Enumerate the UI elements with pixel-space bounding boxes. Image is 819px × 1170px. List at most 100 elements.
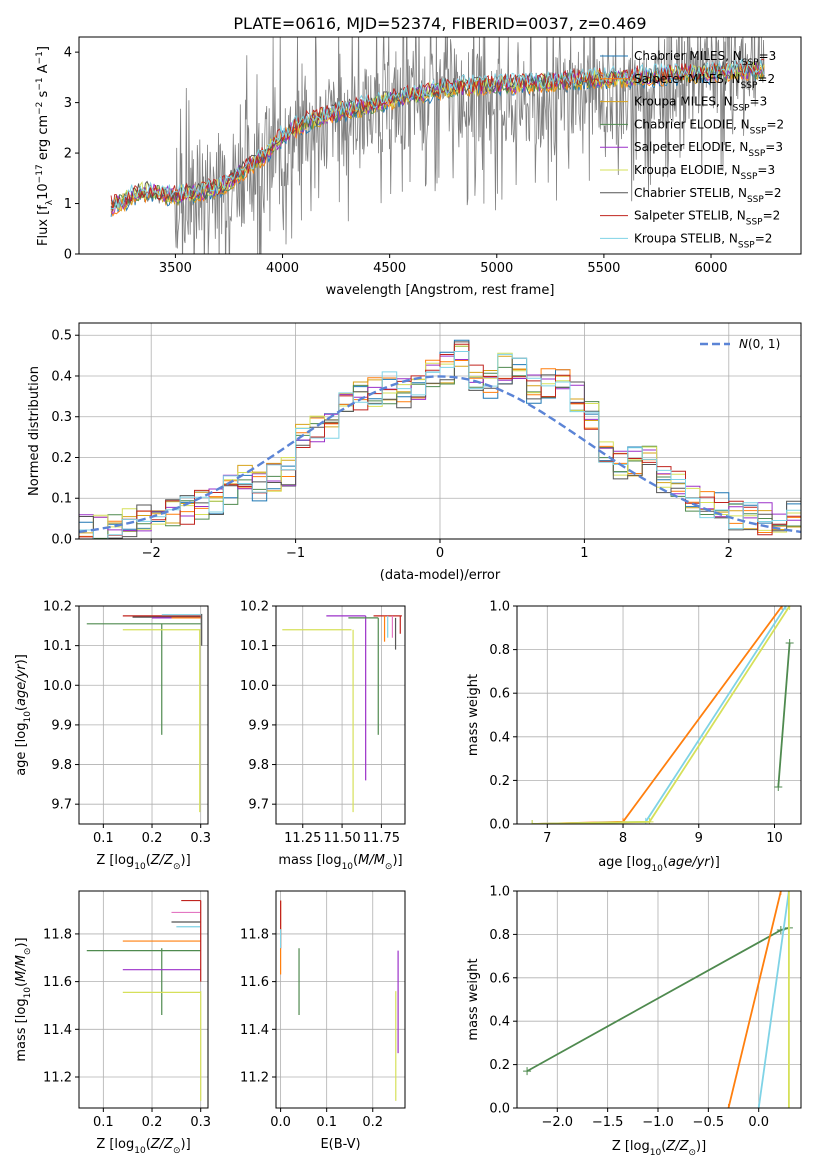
spectrum-xlabel: wavelength [Angstrom, rest frame]	[326, 283, 555, 298]
weight-line-2	[532, 606, 791, 824]
x-tick-label: 0.3	[190, 1115, 211, 1130]
axis-frame-age-vs-mass	[275, 605, 406, 825]
y-tick-label: 9.7	[248, 798, 269, 813]
axes-age-vs-mass: 11.25 11.50 11.75 9.7 9.8 9.9 10.0 10.1 10.2 mass…	[240, 600, 406, 872]
x-tick-label: 0	[436, 546, 444, 561]
y-tick-label: 0.6	[489, 687, 510, 702]
y-tick-label: 4	[64, 46, 72, 61]
legend-label-5: Kroupa ELODIE, NSSP=3	[634, 163, 775, 182]
y-tick-label: 9.8	[248, 758, 269, 773]
mass-weight-vs-age-ylabel: mass weight	[466, 674, 481, 756]
y-tick-label: 10.1	[240, 639, 269, 654]
axis-frame-mass-vs-Z	[78, 890, 209, 1109]
x-tick-label: 0.1	[93, 1115, 114, 1130]
plots-container: 3500 4000 4500 5000 5500 6000 0 1 2 3 4 wavelength …	[14, 36, 802, 1158]
y-tick-label: 0.8	[489, 643, 510, 658]
plot-area-mass-weight-vs-Z	[523, 891, 793, 1108]
plot-area-residuals	[79, 339, 801, 539]
x-tick-label: 0.2	[362, 1115, 383, 1130]
age-vs-Z-ylabel: age [log10(age/yr)]	[14, 654, 33, 776]
y-tick-label: 0.0	[489, 818, 510, 833]
legend-label-4: Salpeter ELODIE, NSSP=3	[634, 140, 783, 159]
axes-residuals: −2 −1 0 1 2 0.0 0.1 0.2 0.3 0.4 0.5 N(0, 1) (data-mo…	[27, 322, 802, 583]
axis-frame-spectrum	[78, 36, 802, 255]
model-line-6	[110, 58, 765, 210]
y-tick-label: 10.1	[43, 639, 72, 654]
residuals-xlabel: (data-model)/error	[380, 568, 501, 583]
weight-marker	[784, 891, 793, 895]
axes-age-vs-Z: 0.1 0.2 0.3 9.7 9.8 9.9 10.0 10.1 10.2 Z [log10(Z…	[14, 600, 211, 873]
x-tick-label: 8	[619, 831, 627, 846]
grid-mass-vs-ebv	[276, 891, 405, 1108]
weight-line-1	[727, 891, 782, 1108]
y-tick-label: 1.0	[489, 600, 510, 615]
model-line-7	[110, 58, 765, 212]
y-tick-label: 10.0	[43, 679, 72, 694]
x-tick-label: 3500	[159, 261, 192, 276]
axes-mass-weight-vs-age: 7 8 9 10 0.0 0.2 0.4 0.6 0.8 1.0 age [log10(age/yr…	[466, 600, 802, 874]
histogram-line-8	[79, 351, 801, 539]
axes-mass-vs-Z: 0.1 0.2 0.3 11.2 11.4 11.6 11.8 Z [log10(Z/Z⊙)]…	[14, 890, 211, 1156]
x-tick-label: 4000	[266, 261, 299, 276]
weight-line-3	[777, 643, 791, 787]
model-line-8	[111, 57, 765, 210]
residuals-ylabel: Normed distribution	[27, 366, 42, 496]
y-tick-label: 9.9	[51, 718, 72, 733]
y-tick-label: 11.8	[43, 927, 72, 942]
legend-label-6: Chabrier STELIB, NSSP=2	[634, 186, 782, 205]
grid-age-vs-mass	[276, 605, 405, 824]
weight-marker	[778, 606, 787, 610]
x-tick-label: 0.0	[748, 1115, 769, 1130]
y-tick-label: 3	[64, 96, 72, 111]
y-tick-label: 0.8	[489, 928, 510, 943]
mass-vs-Z-xlabel: Z [log10(Z/Z⊙)]	[96, 1137, 190, 1156]
mass-weight-vs-Z-ylabel: mass weight	[466, 958, 481, 1040]
y-tick-label: 0.2	[51, 451, 72, 466]
observed-spectrum-line	[110, 37, 765, 254]
y-tick-label: 9.9	[248, 718, 269, 733]
x-tick-label: 5500	[587, 261, 620, 276]
plot-area-mass-weight-vs-age	[528, 606, 794, 824]
y-tick-label: 0.4	[51, 369, 72, 384]
y-tick-label: 0.2	[489, 1058, 510, 1073]
x-tick-label: 0.3	[190, 831, 211, 846]
axes-mass-weight-vs-Z: −2.0 −1.5 −1.0 −0.5 0.0 0.0 0.2 0.4 0.6 0.8 1.0 Z […	[466, 885, 802, 1158]
grid-mass-vs-Z	[79, 891, 208, 1108]
weight-marker	[784, 1104, 793, 1108]
legend-label-8: Kroupa STELIB, NSSP=2	[634, 231, 772, 250]
figure-title: PLATE=0616, MJD=52374, FIBERID=0037, z=0…	[233, 14, 646, 33]
y-tick-label: 2	[64, 147, 72, 162]
y-tick-label: 0.1	[51, 492, 72, 507]
x-tick-label: 11.25	[284, 831, 321, 846]
histogram-line-6	[79, 341, 801, 539]
axis-frame-age-vs-Z	[78, 605, 209, 825]
y-tick-label: 11.6	[43, 975, 72, 990]
x-tick-label: 0.2	[142, 1115, 163, 1130]
y-tick-label: 0.0	[51, 533, 72, 548]
x-tick-label: 11.75	[363, 831, 400, 846]
histogram-line-3	[79, 345, 801, 539]
weight-marker	[724, 1104, 733, 1108]
plot-area-age-vs-mass	[282, 615, 402, 813]
age-vs-Z-xlabel: Z [log10(Z/Z⊙)]	[96, 853, 190, 872]
y-tick-label: 11.6	[240, 975, 269, 990]
x-tick-label: −1.0	[642, 1115, 674, 1130]
weight-marker	[781, 606, 790, 610]
grid-age-vs-Z	[79, 605, 208, 824]
axes-mass-vs-ebv: 0.0 0.1 0.2 11.2 11.4 11.6 11.8 E(B-V)	[240, 890, 406, 1152]
axis-frame-mass-vs-ebv	[275, 890, 406, 1109]
mass-weight-vs-Z-xlabel: Z [log10(Z/Z⊙)]	[612, 1139, 706, 1158]
weight-marker	[785, 639, 794, 648]
x-tick-label: 4500	[373, 261, 406, 276]
weight-marker	[785, 606, 794, 610]
x-tick-label: 0.1	[316, 1115, 337, 1130]
weight-line-2	[757, 891, 790, 1108]
x-tick-label: 11.50	[323, 831, 360, 846]
y-tick-label: 1	[64, 197, 72, 212]
y-tick-label: 1.0	[489, 885, 510, 900]
grid-mass-weight-vs-Z	[517, 890, 801, 1109]
y-tick-label: 11.4	[43, 1023, 72, 1038]
y-tick-label: 11.4	[240, 1023, 269, 1038]
x-tick-label: 5000	[480, 261, 513, 276]
